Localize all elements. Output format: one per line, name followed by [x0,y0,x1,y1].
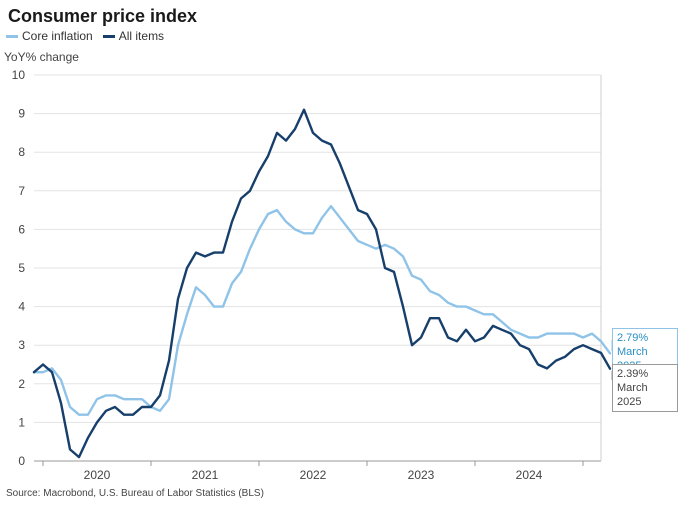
chart-title: Consumer price index [8,6,198,26]
legend-label-all: All items [118,29,165,43]
y-tick-label: 3 [18,338,25,352]
x-tick-label: 2023 [408,468,435,482]
y-tick-label: 7 [18,184,25,198]
y-tick-label: 8 [18,145,25,159]
annotation-all: 2.39% March 2025 [612,364,678,412]
chart-legend: Core inflation All items [6,29,164,43]
annotation-core-value: 2.79% [617,332,649,344]
x-tick-label: 2024 [516,468,543,482]
y-tick-label: 2 [18,377,25,391]
y-tick-label: 5 [18,261,25,275]
series-line-all-items [32,108,612,459]
y-tick-label: 1 [18,415,25,429]
y-tick-label: 10 [12,68,26,82]
legend-item-all: All items [102,29,165,43]
y-tick-label: 4 [18,300,25,314]
y-tick-label: 6 [18,222,25,236]
x-tick-label: 2020 [84,468,111,482]
source-note: Source: Macrobond, U.S. Bureau of Labor … [6,488,264,499]
annotation-all-value: 2.39% [617,368,649,380]
annotation-all-date: March 2025 [617,382,648,408]
legend-label-core: Core inflation [22,29,93,43]
y-tick-label: 0 [18,454,25,468]
legend-swatch-core [6,34,18,38]
y-tick-label: 9 [18,107,25,121]
y-axis-label: YoY% change [4,50,79,64]
legend-swatch-all [102,34,115,38]
x-tick-label: 2022 [300,468,327,482]
series-line-core-inflation [32,204,612,416]
x-tick-label: 2021 [192,468,219,482]
legend-item-core: Core inflation [6,29,93,43]
